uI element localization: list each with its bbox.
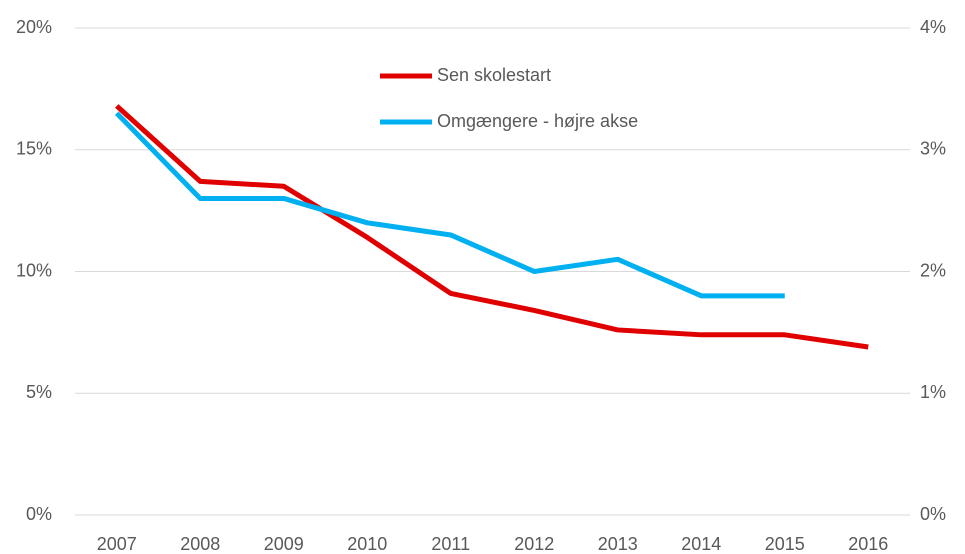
legend-label: Sen skolestart	[437, 65, 551, 85]
legend-label: Omgængere - højre akse	[437, 111, 638, 131]
y2-tick-label: 1%	[920, 382, 946, 402]
x-tick-label: 2012	[514, 534, 554, 554]
y-tick-label: 0%	[26, 504, 52, 524]
x-tick-label: 2016	[848, 534, 888, 554]
y2-tick-label: 2%	[920, 260, 946, 280]
y-tick-label: 20%	[16, 17, 52, 37]
x-tick-label: 2008	[180, 534, 220, 554]
x-tick-label: 2015	[765, 534, 805, 554]
y-tick-label: 5%	[26, 382, 52, 402]
x-tick-label: 2009	[264, 534, 304, 554]
y-tick-label: 15%	[16, 139, 52, 159]
series-line	[114, 111, 785, 299]
y-tick-label: 10%	[16, 260, 52, 280]
x-tick-label: 2013	[598, 534, 638, 554]
y2-tick-label: 4%	[920, 17, 946, 37]
x-tick-label: 2011	[431, 534, 470, 554]
y2-tick-label: 0%	[920, 504, 946, 524]
x-tick-label: 2014	[681, 534, 721, 554]
y2-tick-label: 3%	[920, 139, 946, 159]
x-tick-label: 2010	[347, 534, 387, 554]
series-line	[115, 104, 869, 350]
x-tick-label: 2007	[97, 534, 137, 554]
